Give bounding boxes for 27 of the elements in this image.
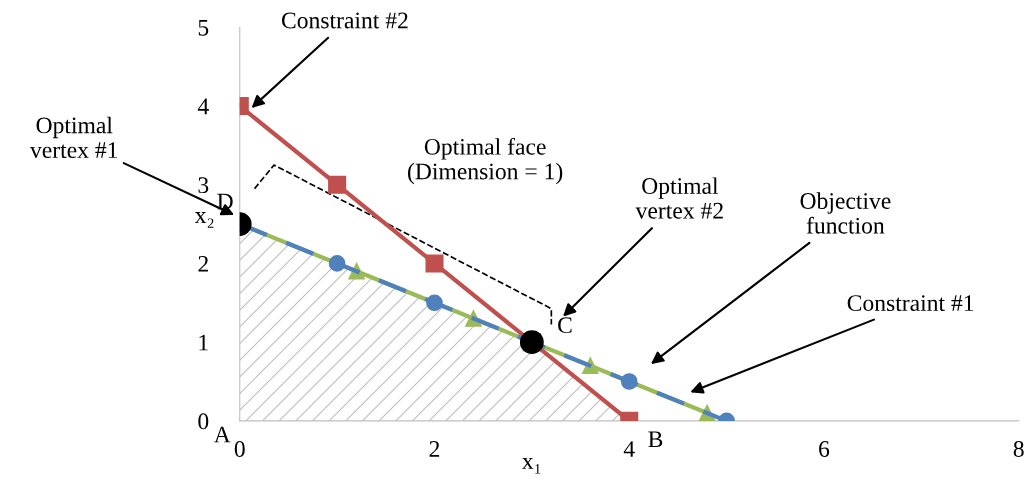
x-tick-label: 6 bbox=[819, 441, 830, 457]
y-tick-label: 4 bbox=[197, 98, 209, 115]
y-tick-label: 2 bbox=[198, 255, 208, 272]
x-tick-label: 8 bbox=[1013, 441, 1024, 457]
y-axis-title: x₂ bbox=[194, 212, 214, 228]
point bbox=[328, 175, 347, 194]
point bbox=[425, 254, 444, 273]
y-tick-label: 3 bbox=[198, 177, 209, 194]
annotation: Constraint #2 bbox=[281, 12, 408, 29]
annotation: C bbox=[558, 317, 572, 334]
y-tick-label: 1 bbox=[199, 334, 208, 351]
text: B bbox=[648, 431, 663, 448]
y-tick-label: 0 bbox=[198, 413, 209, 430]
annotation: Optimal face (Dimension = 1) bbox=[408, 137, 563, 185]
point bbox=[328, 255, 346, 272]
text: Optimal vertex #1 bbox=[29, 116, 118, 159]
x-tick-label: 4 bbox=[623, 441, 635, 457]
point bbox=[426, 294, 443, 312]
annotation: Constraint #1 bbox=[847, 295, 974, 312]
annotation: Objective function bbox=[800, 192, 891, 234]
x-tick-label: 0 bbox=[234, 441, 245, 457]
point bbox=[620, 373, 638, 390]
text: A bbox=[213, 426, 231, 443]
annotation: Optimal vertex #2 bbox=[635, 177, 723, 219]
x-tick-label: 2 bbox=[429, 441, 440, 457]
y-tick-label: 5 bbox=[198, 19, 209, 36]
x-axis-title: x₁ bbox=[522, 457, 541, 474]
